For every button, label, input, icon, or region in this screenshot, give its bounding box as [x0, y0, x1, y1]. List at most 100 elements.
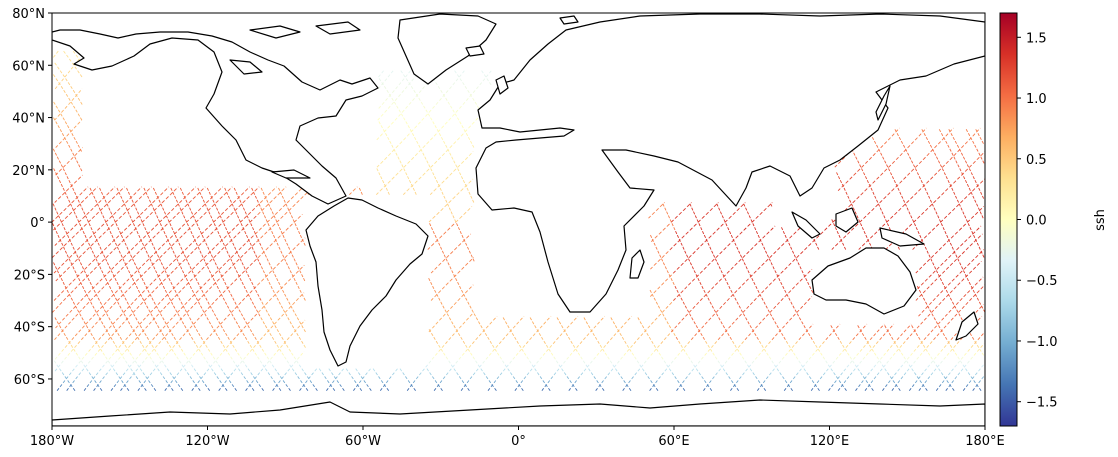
track-segment — [649, 378, 653, 384]
track-segment — [532, 331, 538, 337]
track-segment — [464, 182, 467, 187]
track-segment — [189, 229, 193, 235]
track-segment — [79, 166, 83, 172]
track-segment — [973, 198, 977, 203]
track-segment — [616, 327, 620, 333]
track-segment — [696, 245, 702, 250]
track-segment — [288, 249, 294, 254]
track-segment — [789, 347, 794, 352]
track-segment — [136, 363, 140, 368]
track-segment — [696, 276, 700, 282]
track-segment — [866, 237, 872, 243]
track-segment — [401, 76, 406, 82]
track-segment — [652, 382, 656, 388]
track-segment — [708, 233, 714, 239]
track-segment — [888, 135, 893, 141]
track-segment — [276, 241, 279, 246]
track-segment — [442, 92, 447, 97]
track-segment — [202, 339, 206, 344]
track-segment — [77, 198, 80, 203]
track-segment — [88, 221, 91, 227]
track-segment — [601, 378, 606, 384]
track-segment — [277, 186, 281, 191]
track-segment — [934, 143, 939, 148]
track-segment — [960, 265, 964, 270]
track-segment — [735, 245, 739, 250]
track-segment — [290, 351, 294, 356]
track-segment — [272, 214, 276, 219]
track-segment — [471, 119, 477, 125]
track-segment — [505, 331, 511, 337]
track-segment — [929, 202, 935, 207]
track-segment — [405, 104, 410, 109]
track-segment — [466, 88, 470, 93]
track-segment — [225, 284, 229, 290]
track-segment — [466, 300, 470, 305]
track-segment — [184, 202, 190, 207]
track-segment — [231, 296, 235, 301]
track-segment — [255, 229, 260, 235]
track-segment — [251, 378, 256, 384]
track-segment — [966, 245, 971, 250]
track-segment — [646, 374, 650, 380]
track-segment — [239, 276, 242, 282]
track-segment — [376, 135, 381, 141]
track-segment — [77, 339, 82, 344]
track-segment — [88, 217, 93, 223]
track-segment — [213, 221, 216, 227]
track-segment — [663, 335, 669, 341]
track-segment — [924, 386, 928, 391]
track-segment — [227, 378, 232, 384]
track-segment — [708, 300, 712, 305]
track-segment — [399, 166, 405, 172]
track-segment — [276, 370, 280, 376]
track-segment — [796, 308, 802, 313]
track-segment — [193, 237, 198, 243]
track-segment — [269, 198, 275, 203]
lat-tick-label: 20°N — [12, 164, 45, 179]
track-segment — [837, 374, 842, 380]
track-segment — [891, 378, 896, 384]
track-segment — [485, 355, 490, 360]
track-segment — [224, 347, 228, 352]
track-segment — [108, 335, 113, 340]
track-segment — [198, 284, 202, 290]
track-segment — [209, 331, 214, 337]
track-segment — [111, 363, 116, 368]
track-segment — [981, 374, 985, 380]
track-segment — [220, 237, 224, 242]
track-segment — [776, 272, 782, 278]
track-segment — [63, 296, 68, 301]
track-segment — [669, 300, 674, 305]
track-segment — [138, 366, 143, 372]
track-segment — [422, 104, 426, 109]
track-segment — [297, 229, 301, 235]
track-segment — [947, 237, 952, 243]
track-segment — [185, 355, 189, 360]
track-segment — [234, 363, 238, 368]
track-segment — [644, 327, 649, 333]
track-segment — [623, 351, 628, 356]
track-segment — [263, 363, 268, 368]
track-segment — [269, 296, 274, 301]
track-segment — [97, 347, 102, 352]
track-segment — [431, 170, 435, 176]
track-segment — [136, 304, 142, 309]
track-segment — [870, 233, 876, 239]
track-segment — [739, 374, 743, 380]
track-segment — [429, 116, 433, 121]
track-segment — [56, 386, 61, 391]
track-segment — [74, 178, 79, 184]
track-segment — [256, 355, 260, 360]
track-segment — [58, 80, 63, 86]
track-segment — [395, 170, 401, 176]
track-segment — [731, 319, 737, 325]
track-segment — [682, 378, 686, 384]
track-segment — [868, 241, 872, 246]
track-segment — [855, 221, 861, 227]
track-segment — [796, 253, 802, 258]
track-segment — [208, 249, 213, 254]
track-segment — [731, 237, 737, 243]
track-segment — [394, 115, 399, 121]
track-segment — [388, 139, 392, 144]
